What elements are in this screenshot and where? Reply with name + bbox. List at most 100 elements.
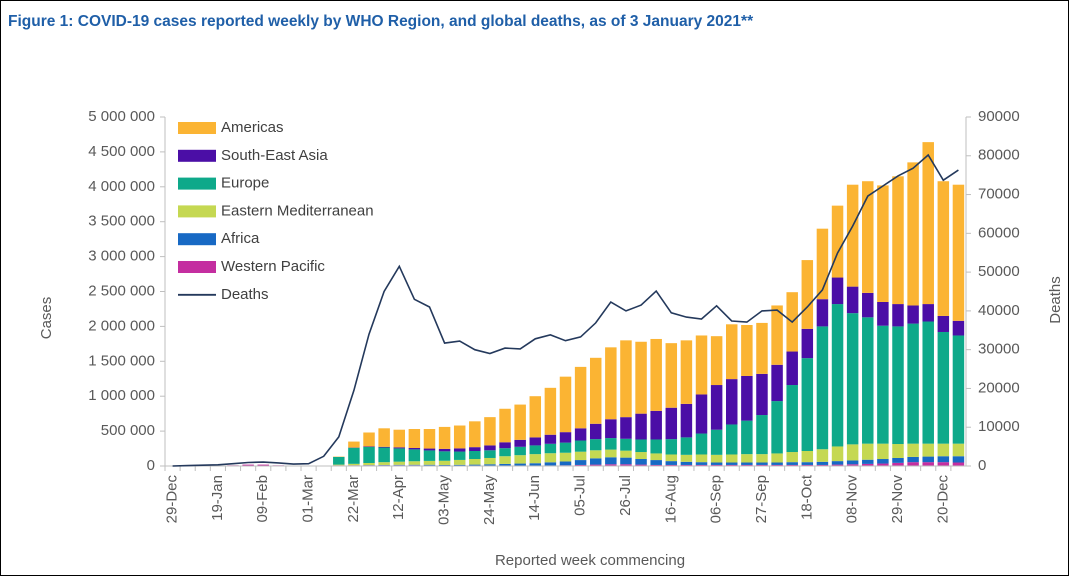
bar-segment xyxy=(620,340,632,418)
bar-segment xyxy=(771,453,783,463)
bar-segment xyxy=(952,335,965,444)
bar-segment xyxy=(756,415,768,455)
bar-segment xyxy=(363,462,375,466)
bar-segment xyxy=(408,464,421,466)
bar-segment xyxy=(559,432,572,443)
y-tick-label: 4 500 000 xyxy=(88,143,155,160)
bar-segment xyxy=(952,184,965,321)
line-series xyxy=(172,153,959,467)
bar-segment xyxy=(862,443,874,460)
bar-segment xyxy=(408,429,421,448)
bar-segment xyxy=(801,464,814,466)
bar-segment xyxy=(393,448,405,462)
bar-segment xyxy=(589,458,602,465)
bar-segment xyxy=(877,325,889,444)
bar-segment xyxy=(680,340,693,404)
bar-segment xyxy=(499,408,511,443)
bar-segment xyxy=(605,438,617,450)
bar-segment xyxy=(726,454,738,463)
x-tick-label: 18-Oct xyxy=(798,474,815,520)
bar-segment xyxy=(499,448,511,457)
bar-segment xyxy=(499,442,511,449)
bar-segment xyxy=(423,464,436,466)
bar-segment xyxy=(620,450,632,458)
bar-segment xyxy=(589,423,602,440)
bar-segment xyxy=(348,447,360,464)
bar-segment xyxy=(726,379,738,425)
x-tick-label: 14-Jun xyxy=(526,475,543,521)
bar-segment xyxy=(680,461,693,465)
bar-segment xyxy=(831,464,844,466)
bar-segment xyxy=(695,462,708,465)
bar-segment xyxy=(499,463,511,466)
bar-segment xyxy=(922,456,934,463)
y2-tick-label: 60000 xyxy=(978,224,1020,241)
y-tick-label: 1 000 000 xyxy=(88,387,155,404)
bar-segment xyxy=(952,320,965,336)
bar-segment xyxy=(680,403,693,438)
bar-segment xyxy=(635,459,647,465)
bar-segment xyxy=(710,462,723,465)
bar-segment xyxy=(242,464,254,466)
bar-segment xyxy=(484,457,496,465)
bar-segment xyxy=(620,464,632,466)
x-tick-label: 09-Feb xyxy=(254,475,271,523)
bar-segment xyxy=(484,450,496,458)
bar-segment xyxy=(574,428,587,441)
bar-segment xyxy=(605,464,617,466)
bar-segment xyxy=(710,464,723,466)
bar-segment xyxy=(877,459,889,464)
bar-segment xyxy=(544,462,557,466)
legend-label: South-East Asia xyxy=(221,147,328,164)
bar-segment xyxy=(710,454,723,463)
bar-segment xyxy=(665,461,678,465)
y2-tick-label: 20000 xyxy=(978,379,1020,396)
bar-segment xyxy=(892,304,904,327)
bar-segment xyxy=(756,464,768,466)
bar-segment xyxy=(529,445,542,455)
bar-segment xyxy=(862,459,874,464)
bar-segment xyxy=(741,462,753,465)
bar-segment xyxy=(937,456,950,463)
bar-segment xyxy=(756,322,768,374)
bar-segment xyxy=(438,464,451,466)
bar-segment xyxy=(620,417,632,439)
bar-segment xyxy=(635,413,647,440)
bar-segment xyxy=(574,460,587,465)
y2-tick-label: 90000 xyxy=(978,108,1020,125)
legend-swatch xyxy=(178,177,216,190)
bar-segment xyxy=(559,442,572,453)
bar-segment xyxy=(469,464,481,466)
legend-swatch xyxy=(178,233,216,246)
bar-segment xyxy=(484,464,496,466)
bar-segment xyxy=(348,463,360,466)
legend-label: Western Pacific xyxy=(221,258,325,275)
bar-segment xyxy=(453,459,466,465)
bar-segment xyxy=(393,461,405,465)
bar-segment xyxy=(816,326,829,450)
y-tick-label: 5 000 000 xyxy=(88,108,155,125)
bar-segment xyxy=(877,463,889,466)
bar-segment xyxy=(846,464,859,466)
bar-segment xyxy=(650,464,662,466)
bar-segment xyxy=(423,450,436,461)
y2-tick-label: 50000 xyxy=(978,263,1020,280)
bar-segment xyxy=(907,462,919,466)
x-tick-label: 27-Sep xyxy=(753,475,770,523)
y-tick-label: 1 500 000 xyxy=(88,352,155,369)
bar-segment xyxy=(635,452,647,460)
bar-segment xyxy=(665,343,678,408)
bar-segment xyxy=(786,452,798,463)
bar-segment xyxy=(257,464,269,466)
y-tick-label: 3 000 000 xyxy=(88,248,155,265)
bar-segment xyxy=(665,454,678,462)
bar-segment xyxy=(907,323,919,444)
bar-segment xyxy=(574,366,587,429)
chart-title: Figure 1: COVID-19 cases reported weekly… xyxy=(8,13,754,30)
bar-segment xyxy=(862,463,874,466)
bar-segment xyxy=(574,464,587,466)
bar-segment xyxy=(892,176,904,305)
legend-swatch xyxy=(178,149,216,162)
bar-segment xyxy=(771,401,783,454)
y-tick-label: 500 000 xyxy=(101,422,155,439)
